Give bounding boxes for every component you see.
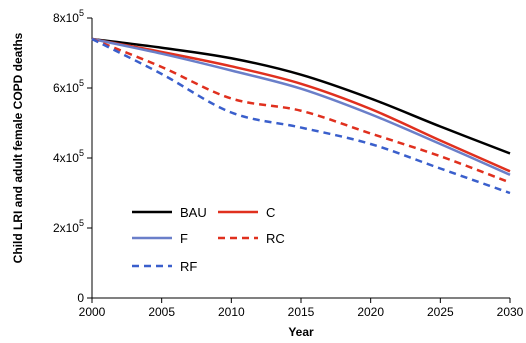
legend-label-f: F — [180, 231, 188, 246]
x-tick-label: 2000 — [79, 305, 106, 319]
series-line-f — [91, 37, 511, 176]
x-tick-label: 2010 — [218, 305, 245, 319]
y-tick-label: 8x105 — [53, 8, 84, 25]
x-tick-label: 2020 — [357, 305, 384, 319]
x-tick-label: 2025 — [427, 305, 454, 319]
series-line-rc — [91, 37, 511, 184]
x-tick-label: 2005 — [148, 305, 175, 319]
y-tick-label: 0 — [77, 291, 84, 305]
legend-label-bau: BAU — [180, 205, 207, 220]
series-line-bau — [91, 37, 511, 155]
legend-label-c: C — [266, 205, 275, 220]
y-axis-title: Child LRI and adult female COPD deaths — [11, 32, 25, 263]
y-tick-label: 6x105 — [53, 78, 84, 95]
legend-label-rf: RF — [180, 259, 197, 274]
series-line-c — [91, 37, 511, 173]
legend-label-rc: RC — [266, 231, 285, 246]
x-tick-label: 2015 — [288, 305, 315, 319]
y-tick-label: 2x105 — [53, 218, 84, 235]
y-tick-label: 4x105 — [53, 148, 84, 165]
x-tick-label: 2030 — [497, 305, 524, 319]
x-axis-title: Year — [288, 325, 314, 339]
series-line-rf — [91, 37, 511, 195]
